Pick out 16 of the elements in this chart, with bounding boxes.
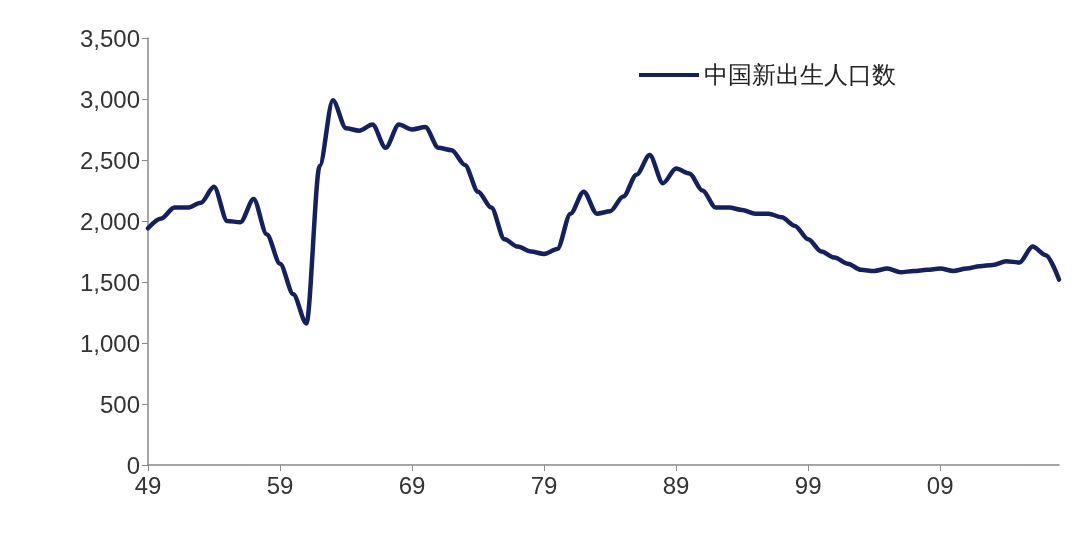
x-tick-label: 09 <box>926 471 954 499</box>
x-tick-label: 59 <box>266 471 294 499</box>
y-tick-label: 3,500 <box>79 24 140 52</box>
legend-label: 中国新出生人口数 <box>704 61 896 89</box>
x-tick-label: 99 <box>794 471 822 499</box>
y-tick-label: 2,500 <box>79 146 140 174</box>
x-tick-label: 79 <box>530 471 558 499</box>
y-tick-label: 500 <box>99 390 140 418</box>
x-tick-label: 89 <box>662 471 690 499</box>
line-series <box>145 97 1062 326</box>
y-tick-label: 1,500 <box>79 268 140 296</box>
y-tick-label: 0 <box>126 451 140 479</box>
y-tick-label: 3,000 <box>79 85 140 113</box>
y-tick-label: 2,000 <box>79 207 140 235</box>
x-tick-label: 69 <box>398 471 426 499</box>
y-tick-label: 1,000 <box>79 329 140 357</box>
